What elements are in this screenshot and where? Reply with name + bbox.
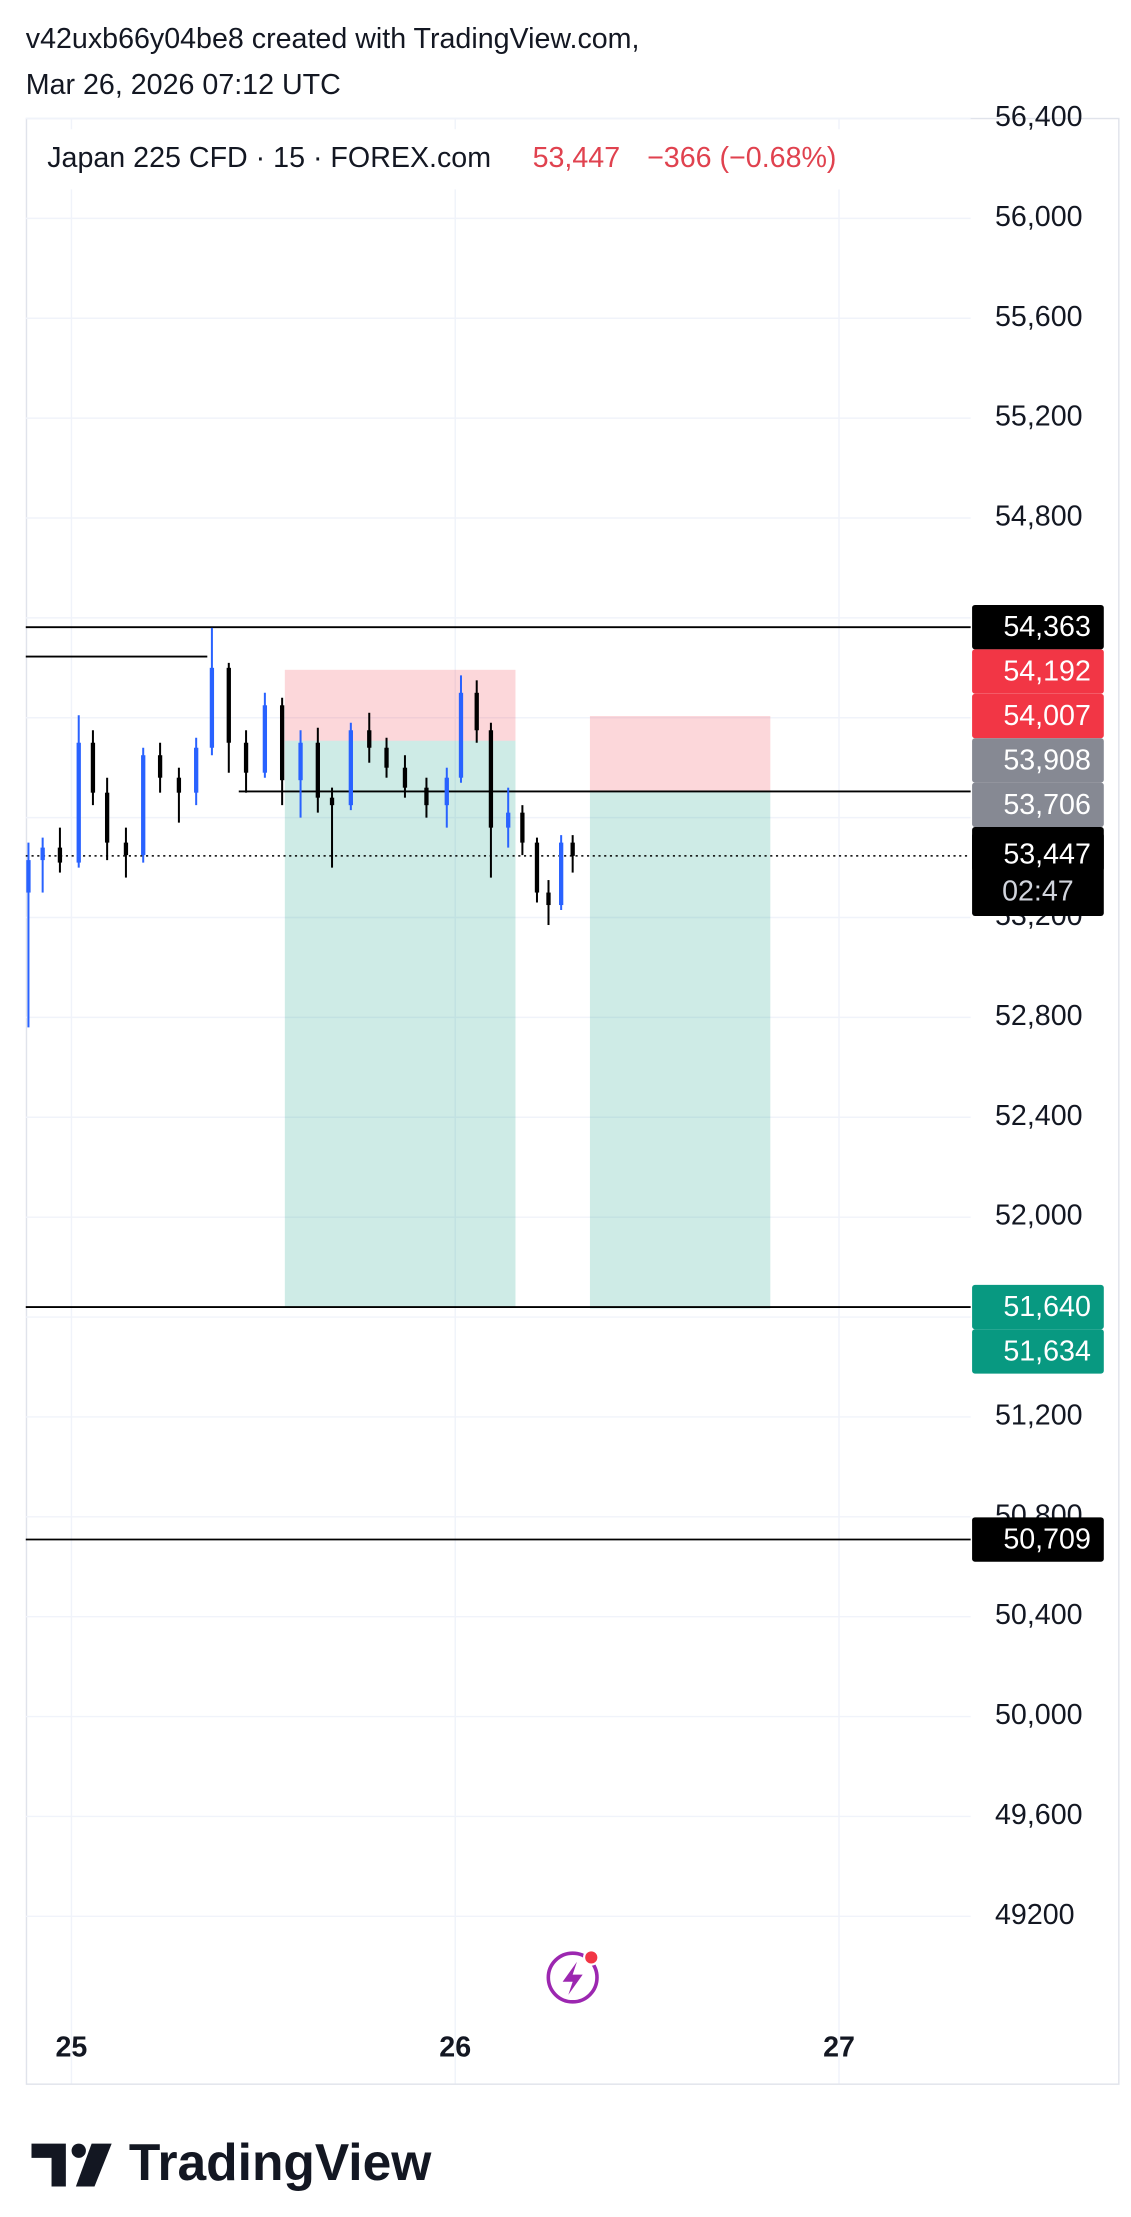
position-target-zone <box>284 740 516 1308</box>
candle-body <box>559 842 564 906</box>
y-tick-label: 52,400 <box>995 1100 1083 1132</box>
y-tick-label: 49,600 <box>995 1799 1083 1831</box>
candle-body <box>141 755 146 856</box>
candle-body <box>458 692 464 778</box>
plot <box>25 626 971 1541</box>
candle-body <box>76 742 81 863</box>
legend-symbol: Japan 225 CFD · 15 · FOREX.com <box>47 142 491 174</box>
candle-body <box>474 692 479 731</box>
candle-body <box>262 705 268 773</box>
lightning-icon[interactable] <box>546 1949 600 2004</box>
price-tag <box>972 693 1104 739</box>
position-stop-zone <box>589 716 771 792</box>
candle-body <box>348 730 353 806</box>
y-tick-label: 49200 <box>995 1899 1075 1931</box>
candle-body <box>157 755 163 778</box>
candle-body <box>488 730 494 828</box>
y-tick-label: 55,200 <box>995 401 1083 433</box>
y-tick-label: 54,800 <box>995 501 1083 533</box>
candle-body <box>226 667 231 743</box>
price-tag-label: 50,709 <box>1003 1523 1091 1555</box>
candle-body <box>176 777 182 793</box>
candle-body <box>209 667 215 748</box>
countdown-label: 02:47 <box>1002 876 1074 908</box>
x-tick-label: 25 <box>56 2032 88 2064</box>
candle-body <box>315 742 320 798</box>
x-tick-label: 27 <box>823 2032 855 2064</box>
header-line: Mar 26, 2026 07:12 UTC <box>26 69 341 101</box>
price-tag <box>972 604 1104 650</box>
y-tick-label: 55,600 <box>995 301 1083 333</box>
price-tags: 54,36354,19254,00753,90853,70653,70551,6… <box>972 604 1104 1562</box>
candle-body <box>104 792 110 843</box>
candle-body <box>384 747 389 768</box>
candle-body <box>40 847 45 861</box>
price-tag-label: 51,634 <box>1003 1335 1091 1367</box>
x-tick-label: 26 <box>439 2032 471 2064</box>
candle-body <box>298 742 303 781</box>
candle-body <box>123 842 129 856</box>
candle-body <box>243 742 249 773</box>
candle-body <box>506 812 511 828</box>
candle-body <box>520 812 525 843</box>
candle-body <box>90 742 96 793</box>
position-stop-zone <box>284 669 516 741</box>
price-tag <box>972 1284 1104 1330</box>
candle-body <box>367 730 372 748</box>
header-line: v42uxb66y04be8 created with TradingView.… <box>26 23 640 55</box>
price-tag-label: 53,706 <box>1003 789 1091 821</box>
candle-body <box>424 787 429 806</box>
legend-change: −366 (−0.68%) <box>647 142 836 174</box>
price-tag-label: 54,363 <box>1003 611 1091 643</box>
legend-price: 53,447 <box>533 142 621 174</box>
last-price-label: 53,447 <box>1003 838 1091 870</box>
candle-body <box>194 747 199 793</box>
y-tick-label: 52,800 <box>995 1000 1083 1032</box>
candle-body <box>329 797 335 806</box>
price-tag-label: 53,908 <box>1003 744 1091 776</box>
candle-body <box>534 842 540 893</box>
y-tick-label: 52,000 <box>995 1200 1083 1232</box>
grid <box>25 117 971 2084</box>
price-tag-label: 54,192 <box>1003 656 1091 688</box>
y-tick-label: 50,400 <box>995 1599 1083 1631</box>
y-tick-label: 56,000 <box>995 201 1083 233</box>
y-tick-label: 50,000 <box>995 1699 1083 1731</box>
price-tag <box>972 649 1104 694</box>
candle-body <box>546 892 551 906</box>
position-target-zone <box>589 791 771 1309</box>
candle-body <box>26 860 31 893</box>
legend-bg <box>31 129 862 190</box>
price-tag-label: 54,007 <box>1003 700 1091 732</box>
candle-body <box>57 847 63 863</box>
candle-body <box>444 777 449 806</box>
last-price-tag <box>972 832 1104 916</box>
logo-text: TradingView <box>129 2133 432 2191</box>
price-tag-label: 51,640 <box>1003 1291 1091 1323</box>
y-tick-label: 56,400 <box>995 101 1083 133</box>
price-tag <box>972 738 1104 783</box>
candle-body <box>402 767 408 788</box>
price-tag <box>972 782 1104 827</box>
candle-body <box>279 705 285 781</box>
price-tag <box>972 1329 1104 1374</box>
logo-mark <box>31 2143 112 2187</box>
y-tick-label: 51,200 <box>995 1399 1083 1431</box>
price-tag <box>972 1517 1104 1562</box>
candle-body <box>570 842 575 856</box>
